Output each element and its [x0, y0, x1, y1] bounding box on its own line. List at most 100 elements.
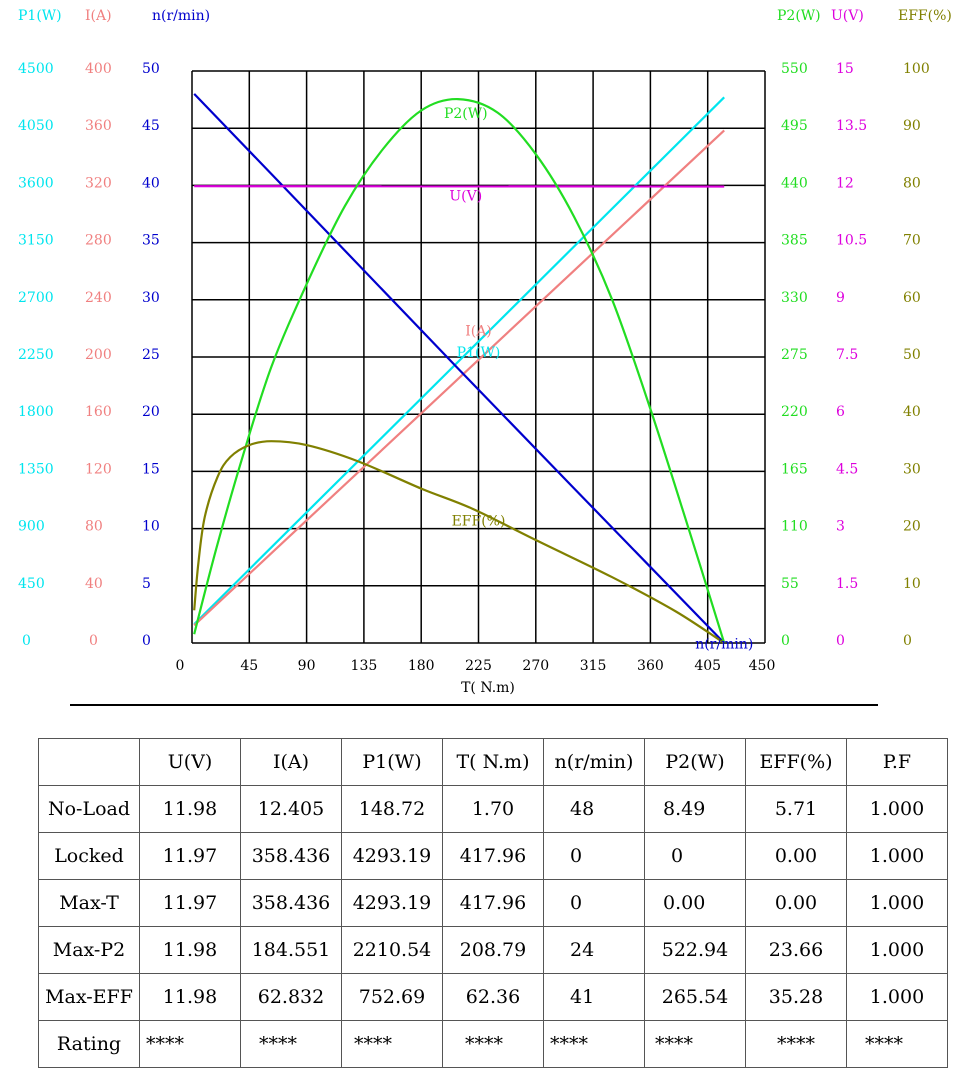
table-row: Max-T 11.97 358.436 4293.19 417.96 0 0.0…	[38, 879, 948, 927]
axis-tick-label-n: 5	[142, 576, 151, 592]
axis-tick-label-I: 280	[85, 233, 112, 249]
axis-tick-label-P2: 385	[781, 233, 808, 249]
table-cell: ****	[846, 1020, 948, 1068]
table-cell: 148.72	[341, 785, 443, 833]
table-cell: 2210.54	[341, 926, 443, 974]
axis-tick-label-I: 120	[85, 461, 112, 477]
axis-tick-label-EFF: 50	[903, 347, 921, 363]
axis-tick-label-I: 160	[85, 404, 112, 420]
axis-tick-label-EFF: 70	[903, 233, 921, 249]
axis-tick-label-U: 10.5	[836, 233, 867, 249]
row-label: Locked	[38, 832, 140, 880]
series-line-n	[193, 93, 725, 644]
table-header-cell: EFF(%)	[745, 738, 847, 786]
axis-tick-label-P1: 3600	[18, 175, 54, 191]
axis-tick-label-n: 40	[142, 175, 160, 191]
table-cell: 8.49	[644, 785, 746, 833]
axis-tick-label-P1: 2700	[18, 290, 54, 306]
axis-tick-label-P2: 165	[781, 461, 808, 477]
axis-tick-label-P2: 0	[781, 633, 790, 649]
axis-tick-label-EFF: 40	[903, 404, 921, 420]
axis-tick-label-EFF: 60	[903, 290, 921, 306]
x-tick-label: 180	[408, 658, 435, 674]
axis-tick-label-P2: 495	[781, 118, 808, 134]
axis-tick-label-I: 240	[85, 290, 112, 306]
table-cell: 11.98	[139, 926, 241, 974]
axis-tick-label-U: 3	[836, 519, 845, 535]
table-cell: 4293.19	[341, 832, 443, 880]
axis-title-EFF: EFF(%)	[898, 8, 952, 24]
series-line-I	[193, 129, 725, 627]
table-cell: 11.97	[139, 879, 241, 927]
table-cell: 1.70	[442, 785, 544, 833]
series-line-P1	[193, 96, 725, 625]
axis-tick-label-n: 45	[142, 118, 160, 134]
axis-tick-label-I: 40	[85, 576, 103, 592]
table-row: Max-EFF 11.98 62.832 752.69 62.36 41 265…	[38, 973, 948, 1021]
table-header-cell: P1(W)	[341, 738, 443, 786]
axis-tick-label-U: 7.5	[836, 347, 858, 363]
axis-tick-label-P2: 275	[781, 347, 808, 363]
x-axis-title: T( N.m)	[461, 680, 515, 696]
table-cell: ****	[139, 1020, 241, 1068]
table-cell: 12.405	[240, 785, 342, 833]
table-cell: ****	[341, 1020, 443, 1068]
table-cell: 522.94	[644, 926, 746, 974]
table-cell: 184.551	[240, 926, 342, 974]
table-cell: ****	[442, 1020, 544, 1068]
axis-title-P1: P1(W)	[18, 8, 62, 24]
table-cell: 11.98	[139, 973, 241, 1021]
axis-tick-label-EFF: 100	[903, 61, 930, 77]
performance-table: U(V) I(A) P1(W) T( N.m) n(r/min) P2(W) E…	[38, 738, 948, 1068]
x-tick-label: 315	[580, 658, 607, 674]
table-cell: ****	[240, 1020, 342, 1068]
table-header-cell	[38, 738, 140, 786]
axis-tick-label-I: 0	[89, 633, 98, 649]
table-cell: 5.71	[745, 785, 847, 833]
table-cell: 23.66	[745, 926, 847, 974]
table-header-cell: T( N.m)	[442, 738, 544, 786]
series-label-U: U(V)	[449, 189, 482, 205]
axis-tick-label-EFF: 90	[903, 118, 921, 134]
separator-line	[70, 704, 878, 706]
table-cell: 417.96	[442, 832, 544, 880]
axis-tick-label-EFF: 30	[903, 461, 921, 477]
table-cell: 48	[543, 785, 645, 833]
table-row: No-Load 11.98 12.405 148.72 1.70 48 8.49…	[38, 785, 948, 833]
series-line-EFF	[193, 440, 725, 644]
series-label-I: I(A)	[465, 324, 492, 340]
table-header-cell: n(r/min)	[543, 738, 645, 786]
axis-title-I: I(A)	[85, 8, 112, 24]
axis-tick-label-U: 6	[836, 404, 845, 420]
table-cell: 417.96	[442, 879, 544, 927]
table-cell: 0	[543, 832, 645, 880]
table-header-row: U(V) I(A) P1(W) T( N.m) n(r/min) P2(W) E…	[38, 738, 948, 786]
axis-title-U: U(V)	[831, 8, 864, 24]
table-cell: 358.436	[240, 879, 342, 927]
table-header-cell: I(A)	[240, 738, 342, 786]
axis-tick-label-U: 0	[836, 633, 845, 649]
axis-tick-label-I: 200	[85, 347, 112, 363]
x-tick-label: 270	[522, 658, 549, 674]
axis-tick-label-EFF: 10	[903, 576, 921, 592]
axis-tick-label-U: 15	[836, 61, 854, 77]
chart-series-labels: P1(W) I(A) n(r/min) U(V) P2(W) EFF(%)	[444, 106, 753, 653]
axis-tick-label-EFF: 80	[903, 175, 921, 191]
row-label: Max-T	[38, 879, 140, 927]
axis-tick-label-P1: 0	[22, 633, 31, 649]
table-cell: ****	[745, 1020, 847, 1068]
table-cell: 1.000	[846, 973, 948, 1021]
table-cell: 358.436	[240, 832, 342, 880]
table-cell: 208.79	[442, 926, 544, 974]
axis-title-n: n(r/min)	[152, 8, 210, 24]
axis-tick-label-n: 35	[142, 233, 160, 249]
table-cell: 1.000	[846, 879, 948, 927]
table-cell: 11.97	[139, 832, 241, 880]
axis-tick-label-n: 15	[142, 461, 160, 477]
chart-series	[193, 93, 726, 644]
axis-tick-label-P1: 4500	[18, 61, 54, 77]
axis-tick-label-U: 1.5	[836, 576, 858, 592]
axis-tick-label-P2: 550	[781, 61, 808, 77]
axis-tick-label-P1: 4050	[18, 118, 54, 134]
row-label: Max-EFF	[38, 973, 140, 1021]
